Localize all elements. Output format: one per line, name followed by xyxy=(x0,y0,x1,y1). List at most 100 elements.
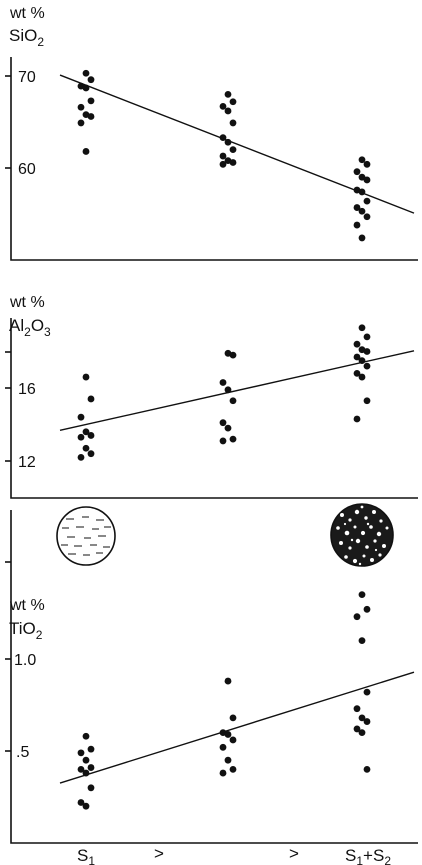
data-point xyxy=(353,353,361,361)
al2o3-panel: wt % Al2O3 16 12 xyxy=(5,294,418,499)
data-point xyxy=(358,324,366,332)
data-point xyxy=(363,197,371,205)
data-point xyxy=(87,76,95,84)
tio2-trend-line xyxy=(59,671,415,784)
data-point xyxy=(229,736,237,744)
data-point xyxy=(224,677,232,685)
al2o3-tick-label-16: 16 xyxy=(18,381,36,398)
data-point xyxy=(363,688,371,696)
data-point xyxy=(353,340,361,348)
category-label-s1: S1 xyxy=(77,846,95,865)
data-point xyxy=(358,207,366,215)
data-point xyxy=(82,732,90,740)
data-point xyxy=(358,173,366,181)
data-point xyxy=(363,397,371,405)
data-point xyxy=(229,714,237,722)
data-point xyxy=(77,119,85,127)
data-point xyxy=(82,756,90,764)
al2o3-unit-label: wt % xyxy=(9,294,45,311)
data-point xyxy=(229,159,237,166)
data-point xyxy=(363,333,371,341)
data-point xyxy=(358,156,366,164)
dark-mottled-circle-icon xyxy=(330,503,394,567)
data-point xyxy=(358,637,366,644)
data-point xyxy=(82,69,90,77)
sio2-tick-label-70: 70 xyxy=(18,69,36,86)
sio2-tick-label-60: 60 xyxy=(18,161,36,178)
data-point xyxy=(363,213,371,221)
data-point xyxy=(77,453,85,461)
data-point xyxy=(219,160,227,168)
data-point xyxy=(82,444,90,452)
data-point xyxy=(353,370,361,377)
data-point xyxy=(229,397,237,405)
al2o3-tick-label-12: 12 xyxy=(18,454,36,471)
data-point xyxy=(353,705,361,713)
x-axis-categories: S1 > > S1+S2 xyxy=(77,844,391,865)
data-point xyxy=(87,764,95,771)
data-point xyxy=(77,433,85,441)
data-point xyxy=(219,379,227,386)
data-point xyxy=(229,766,237,773)
data-point xyxy=(229,119,237,127)
data-point xyxy=(224,756,232,764)
sio2-oxide-label: SiO2 xyxy=(9,26,44,49)
data-point xyxy=(363,718,371,725)
data-point xyxy=(353,725,361,733)
data-point xyxy=(229,435,237,443)
data-point xyxy=(219,437,227,445)
data-point xyxy=(358,591,366,598)
data-point xyxy=(363,176,371,184)
data-point xyxy=(77,749,85,757)
data-point xyxy=(229,98,237,106)
sio2-points xyxy=(77,69,371,242)
sio2-unit-label: wt % xyxy=(9,5,45,22)
data-point xyxy=(363,160,371,168)
tio2-points xyxy=(77,591,371,810)
data-point xyxy=(224,91,232,98)
data-point xyxy=(353,613,361,621)
data-point xyxy=(77,766,85,773)
tio2-tick-label-0-5: .5 xyxy=(16,744,29,761)
tio2-panel: wt % TiO2 1.0 .5 xyxy=(5,510,418,844)
sio2-axis xyxy=(10,57,418,261)
data-point xyxy=(219,102,227,110)
data-point xyxy=(353,221,361,229)
data-point xyxy=(219,743,227,751)
data-point xyxy=(77,799,85,806)
al2o3-points xyxy=(77,324,371,461)
sio2-panel: wt % SiO2 70 60 xyxy=(5,5,418,261)
tio2-tick-label-1-0: 1.0 xyxy=(14,652,36,669)
tio2-axis xyxy=(10,510,418,844)
al2o3-trend-line xyxy=(59,350,415,432)
category-arrow-1: > xyxy=(154,844,164,863)
data-point xyxy=(224,107,232,115)
data-point xyxy=(219,419,227,427)
data-point xyxy=(77,103,85,111)
data-point xyxy=(87,784,95,792)
sio2-trend-line xyxy=(59,74,415,214)
data-point xyxy=(353,415,361,423)
data-point xyxy=(77,413,85,421)
data-point xyxy=(87,395,95,403)
data-point xyxy=(224,731,232,738)
data-point xyxy=(87,450,95,458)
data-point xyxy=(87,745,95,753)
data-point xyxy=(229,146,237,154)
al2o3-oxide-label: Al2O3 xyxy=(9,316,51,339)
data-point xyxy=(363,348,371,355)
data-point xyxy=(219,769,227,777)
data-point xyxy=(82,148,90,155)
data-point xyxy=(219,152,227,160)
data-point xyxy=(363,605,371,613)
data-point xyxy=(87,97,95,105)
tio2-oxide-label: TiO2 xyxy=(9,619,43,642)
data-point xyxy=(353,204,361,211)
dashed-texture-circle-icon xyxy=(56,506,116,566)
data-point xyxy=(358,714,366,722)
data-point xyxy=(82,802,90,810)
al2o3-axis xyxy=(10,318,418,499)
category-label-s1-s2: S1+S2 xyxy=(345,846,391,865)
data-point xyxy=(87,113,95,120)
